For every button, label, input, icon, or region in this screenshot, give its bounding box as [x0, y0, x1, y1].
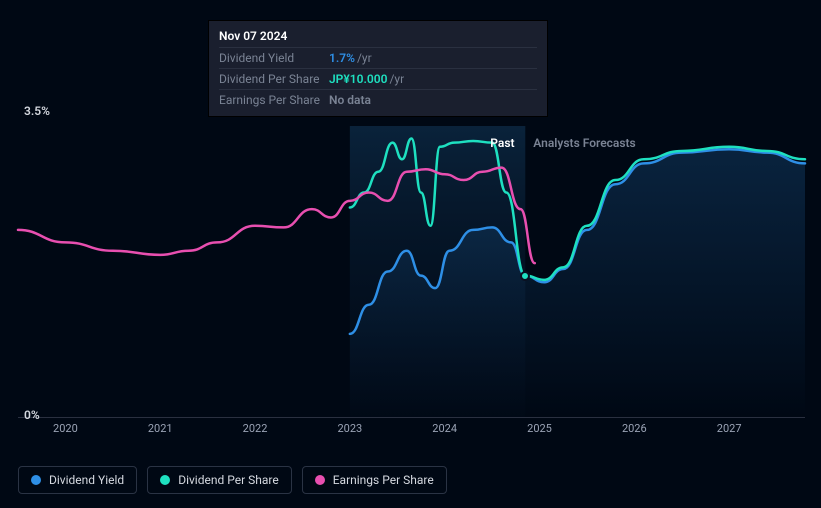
chart-tooltip: Nov 07 2024 Dividend Yield1.7% /yrDivide…	[208, 20, 548, 117]
y-axis-max-label: 3.5%	[24, 104, 50, 118]
forecast-region-label: Analysts Forecasts	[533, 136, 635, 150]
chart-svg	[18, 126, 805, 417]
tooltip-row-unit: /yr	[389, 72, 404, 86]
y-axis-min-label: 0%	[24, 408, 40, 422]
tooltip-row: Dividend Yield1.7% /yr	[219, 47, 537, 68]
x-axis-label: 2020	[53, 422, 78, 435]
tooltip-row-value: No data	[329, 93, 371, 107]
tooltip-row-label: Dividend Per Share	[219, 72, 329, 86]
legend-dot-icon	[160, 475, 170, 485]
legend-label: Dividend Per Share	[178, 473, 279, 487]
legend-dot-icon	[315, 475, 325, 485]
tooltip-row: Dividend Per ShareJP¥10.000 /yr	[219, 68, 537, 89]
past-region-label: Past	[490, 136, 514, 150]
x-axis-label: 2026	[622, 422, 647, 435]
x-axis-label: 2022	[243, 422, 268, 435]
chart-legend: Dividend Yield Dividend Per Share Earnings…	[18, 466, 447, 494]
chart-plot[interactable]: Past Analysts Forecasts 2020202120222023…	[18, 126, 805, 418]
chart-area: 3.5% Past Analysts Forecasts 20202021202…	[18, 108, 805, 438]
tooltip-row-value: 1.7%	[329, 51, 355, 65]
x-axis-label: 2024	[432, 422, 457, 435]
x-axis-label: 2025	[527, 422, 552, 435]
legend-label: Earnings Per Share	[333, 473, 434, 487]
hover-marker	[520, 271, 530, 281]
tooltip-row-unit: /yr	[357, 51, 372, 65]
tooltip-row-value: JP¥10.000	[329, 72, 387, 86]
tooltip-date: Nov 07 2024	[219, 27, 537, 47]
x-axis-label: 2021	[148, 422, 173, 435]
legend-item[interactable]: Earnings Per Share	[302, 466, 447, 494]
x-axis-label: 2023	[337, 422, 362, 435]
legend-item[interactable]: Dividend Per Share	[147, 466, 292, 494]
x-axis-label: 2027	[717, 422, 742, 435]
tooltip-row-label: Earnings Per Share	[219, 93, 329, 107]
legend-item[interactable]: Dividend Yield	[18, 466, 137, 494]
legend-label: Dividend Yield	[49, 473, 124, 487]
tooltip-row: Earnings Per ShareNo data	[219, 89, 537, 110]
legend-dot-icon	[31, 475, 41, 485]
tooltip-row-label: Dividend Yield	[219, 51, 329, 65]
